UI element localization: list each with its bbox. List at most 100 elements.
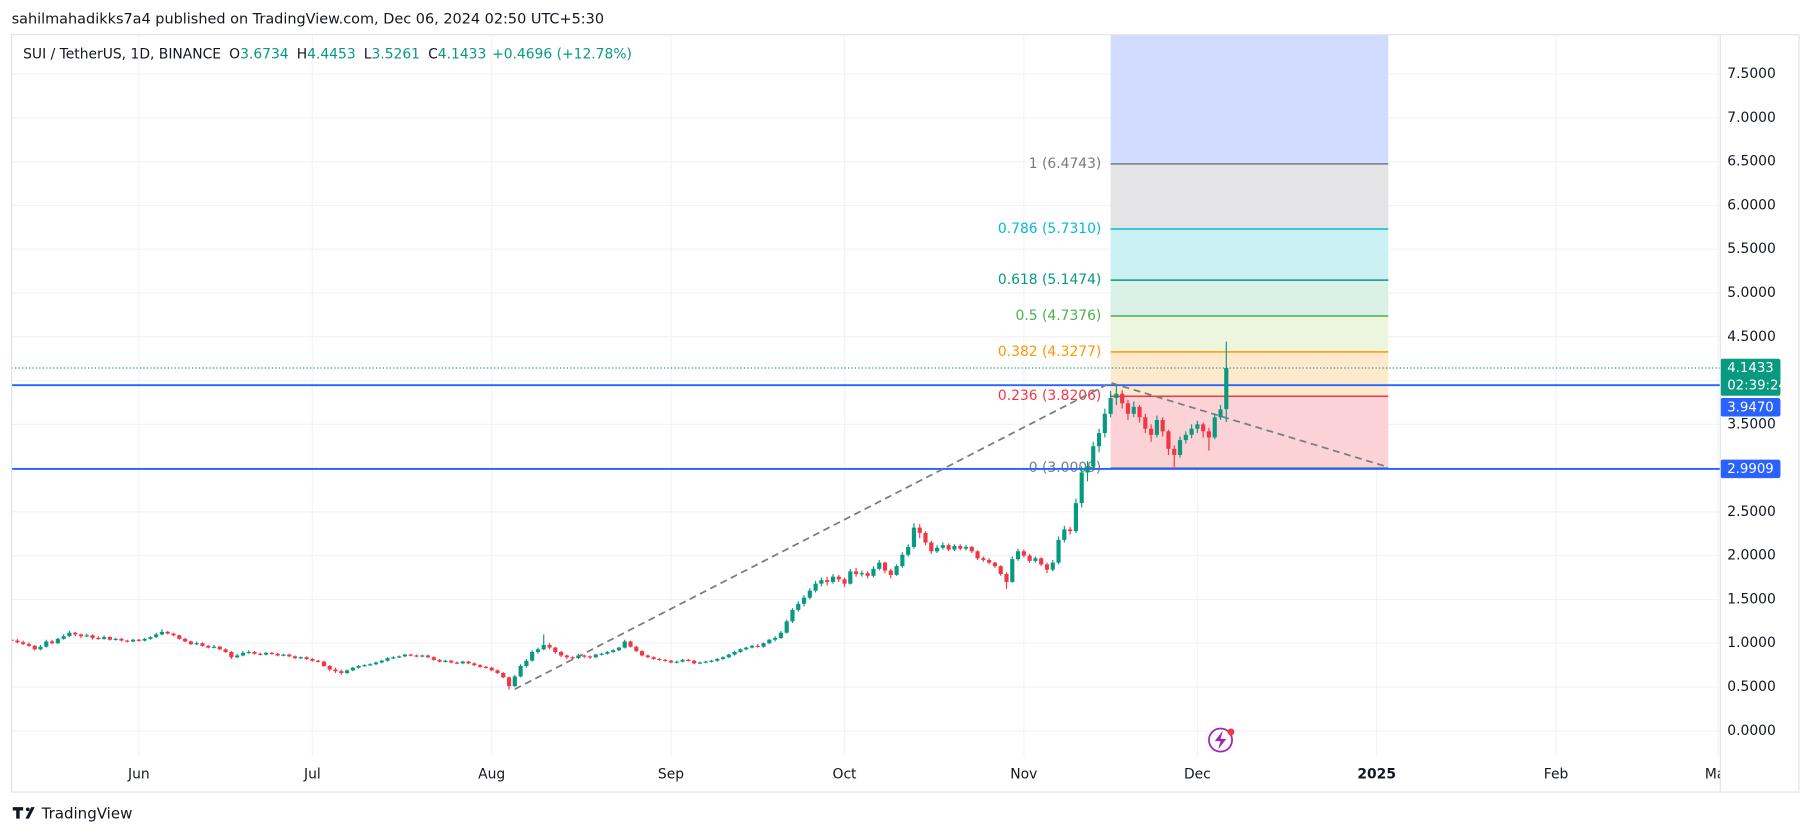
candle-body <box>11 639 14 641</box>
candle-body <box>431 657 436 660</box>
y-tick-label: 1.0000 <box>1727 635 1776 651</box>
last-price-badge <box>1720 358 1781 396</box>
candle-body <box>761 643 766 647</box>
candle-body <box>593 654 598 658</box>
candle-body <box>767 639 772 644</box>
ohlc-value: 3.6734 <box>240 46 289 62</box>
candle-body <box>732 651 737 655</box>
candle-body <box>38 646 43 650</box>
axes: 0.00000.50001.00001.50002.00002.50003.00… <box>127 66 1787 783</box>
candle-body <box>1206 431 1212 438</box>
symbol: SUI / TetherUS, 1D, BINANCE <box>23 46 221 62</box>
candle-body <box>1172 448 1177 455</box>
candle-body <box>582 655 587 657</box>
candle-body <box>1068 529 1073 532</box>
candle-body <box>940 545 945 548</box>
candle-body <box>55 638 60 644</box>
candle-body <box>553 647 558 652</box>
candle-body <box>119 638 124 641</box>
candle-body <box>356 665 361 668</box>
footer: TradingView <box>41 805 133 823</box>
candle-body <box>1114 393 1119 399</box>
candle-body <box>998 566 1003 575</box>
candle-body <box>512 676 517 687</box>
candle-body <box>107 637 112 640</box>
candle-body <box>102 637 107 639</box>
candle-body <box>333 669 338 672</box>
candle-body <box>1073 503 1078 532</box>
candle-body <box>264 652 269 655</box>
candle-body <box>379 660 384 663</box>
candle-body <box>495 670 500 673</box>
candle-body <box>235 655 240 658</box>
y-tick-label: 6.0000 <box>1727 197 1776 213</box>
y-tick-label: 2.5000 <box>1727 504 1776 520</box>
candle-body <box>796 603 801 610</box>
candle-body <box>84 635 89 637</box>
candle-body <box>524 660 529 666</box>
fib-zone <box>1110 280 1389 316</box>
candle-body <box>726 654 731 658</box>
candle-body <box>755 645 760 647</box>
candle-body <box>252 651 257 654</box>
candle-body <box>420 655 425 657</box>
candle-body <box>535 649 541 652</box>
candle-body <box>692 660 697 664</box>
candle-body <box>466 661 471 664</box>
countdown: 02:39:24 <box>1727 378 1787 393</box>
candle-body <box>1044 564 1050 570</box>
candle-body <box>1108 398 1113 414</box>
level-label: 3.9470 <box>1727 400 1774 415</box>
candle-body <box>437 659 442 662</box>
ohlc-value: 3.5261 <box>371 46 420 62</box>
candle-body <box>240 652 246 656</box>
candle-body <box>136 639 141 641</box>
candle-body <box>125 640 130 642</box>
candle-body <box>830 576 836 582</box>
candle-body <box>1177 440 1183 455</box>
logo <box>12 807 35 819</box>
candle-body <box>368 664 373 666</box>
y-tick-label: 3.5000 <box>1727 416 1776 432</box>
candle-body <box>697 662 702 664</box>
candle-body <box>992 562 998 567</box>
fib-zone <box>1110 34 1389 164</box>
x-tick-label: Jun <box>127 767 150 783</box>
fib-label: 1 (6.4743) <box>1029 156 1102 172</box>
ohlc-key: O <box>229 46 240 62</box>
candle-body <box>15 640 20 643</box>
ohlc-key: C <box>428 46 438 62</box>
candle-body <box>674 661 679 663</box>
candle-body <box>651 657 656 659</box>
y-tick-label: 5.0000 <box>1727 285 1776 301</box>
y-tick-label: 5.5000 <box>1727 241 1776 257</box>
candle-body <box>171 633 176 636</box>
candle-body <box>657 658 662 661</box>
candle-body <box>865 573 870 576</box>
level-badge <box>1720 459 1781 479</box>
ohlc-value: 4.1433 <box>438 46 487 62</box>
candle-body <box>217 646 222 650</box>
candle-body <box>703 661 708 663</box>
candle-body <box>159 631 165 635</box>
fib-label: 0.382 (4.3277) <box>998 344 1101 360</box>
candle-body <box>1096 433 1102 447</box>
candle-body <box>287 654 292 657</box>
candle-body <box>350 667 355 671</box>
fib-label: 0.786 (5.7310) <box>998 221 1101 237</box>
candle-body <box>605 651 610 654</box>
candle-body <box>564 655 569 658</box>
candle-body <box>316 660 321 662</box>
trend-line <box>514 381 1389 690</box>
candle-body <box>298 657 303 659</box>
candle-body <box>680 659 685 662</box>
candle-body <box>397 656 402 658</box>
x-tick-label: Nov <box>1010 767 1037 783</box>
candle-body <box>778 632 783 638</box>
candle-body <box>587 656 593 658</box>
candle-body <box>148 637 153 639</box>
candle-body <box>154 634 159 638</box>
